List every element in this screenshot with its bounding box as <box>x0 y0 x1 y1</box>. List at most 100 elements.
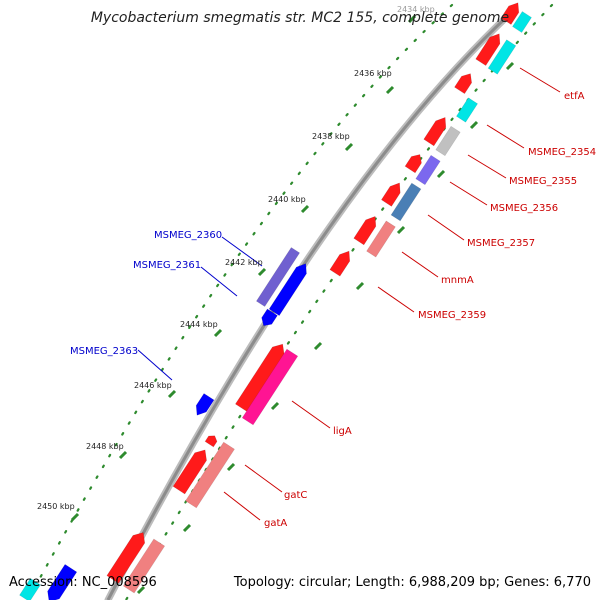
scale-label-2438: 2438 kbp <box>312 132 350 141</box>
gene-block-gatC-shape <box>172 449 207 495</box>
leader-forward-4 <box>427 214 465 241</box>
outer-major-tick-5 <box>313 341 323 351</box>
annot-block-3 <box>455 97 479 123</box>
gene-label-ligA[interactable]: ligA <box>333 426 352 437</box>
scale-label-2446: 2446 kbp <box>134 381 172 390</box>
annot-block-6-shape <box>390 182 422 222</box>
gene-label-gatA[interactable]: gatA <box>264 518 287 529</box>
annot-block-1-shape <box>512 11 532 33</box>
gene-block-msmeg-2360-shape <box>255 247 301 307</box>
scale-label-2436: 2436 kbp <box>354 69 392 78</box>
leader-reverse-1 <box>200 266 238 297</box>
gene-label-msmeg-2354[interactable]: MSMEG_2354 <box>528 147 596 158</box>
scale-label-2444: 2444 kbp <box>180 320 218 329</box>
annot-block-5-shape <box>415 154 441 186</box>
genome-stats: Topology: circular; Length: 6,988,209 bp… <box>233 575 591 590</box>
label-leader-lines <box>137 67 561 521</box>
gene-block-rev-bottom <box>47 563 78 600</box>
annot-block-5 <box>415 154 441 186</box>
leader-forward-9 <box>223 491 261 521</box>
annot-block-7 <box>366 220 396 258</box>
outer-major-tick-0 <box>505 61 515 71</box>
backbone-line <box>106 8 516 600</box>
annot-block-gatA <box>185 441 235 509</box>
leader-forward-0 <box>519 67 561 93</box>
major-tick-4 <box>257 267 267 277</box>
label-text-layer: 2434 kbp 2436 kbp 2438 kbp 2440 kbp 2442… <box>37 5 596 529</box>
leader-forward-8 <box>244 464 283 493</box>
gene-block-msmeg-2360 <box>255 247 301 307</box>
leader-forward-5 <box>401 251 439 278</box>
annot-block-bottom <box>122 538 166 594</box>
gene-block-f3 <box>423 117 447 147</box>
gene-block-f1-shape <box>475 33 501 66</box>
gene-block-f7 <box>329 250 351 277</box>
gene-block-f-bottom-shape <box>106 532 146 584</box>
annot-block-bottom-shape <box>122 538 166 594</box>
gene-block-f-bottom <box>106 532 146 584</box>
annot-block-4-shape <box>435 125 461 157</box>
gene-block-f4-shape <box>404 154 422 174</box>
genome-title: Mycobacterium smegmatis str. MC2 155, co… <box>90 10 510 26</box>
annot-block-corner-shape <box>19 577 41 600</box>
gene-block-rev-bottom-shape <box>47 563 78 600</box>
outer-major-tick-4 <box>355 281 365 291</box>
leader-reverse-0 <box>221 236 263 267</box>
gene-block-small-shape <box>204 435 218 448</box>
gene-block-ligA <box>235 343 285 413</box>
leader-forward-7 <box>291 400 331 429</box>
gene-label-msmeg-2360[interactable]: MSMEG_2360 <box>154 230 222 241</box>
major-tick-2 <box>344 142 354 152</box>
major-tick-8 <box>70 512 80 522</box>
gene-label-msmeg-2356[interactable]: MSMEG_2356 <box>490 203 558 214</box>
gene-block-ligA-shape <box>235 343 285 413</box>
gene-label-msmeg-2361[interactable]: MSMEG_2361 <box>133 260 201 271</box>
gene-block-f2 <box>454 73 472 95</box>
gene-block-top-shape <box>500 2 520 25</box>
annot-block-gatA-shape <box>185 441 235 509</box>
gene-block-top <box>500 2 520 25</box>
gene-block-f6-shape <box>353 216 377 246</box>
outer-major-tick-7 <box>226 462 236 472</box>
gene-block-f2-shape <box>454 73 472 95</box>
outer-major-tick-1 <box>469 120 479 130</box>
annot-block-4 <box>435 125 461 157</box>
gene-block-gatC <box>172 449 207 495</box>
gene-block-f3-shape <box>423 117 447 147</box>
scale-label-2450: 2450 kbp <box>37 502 75 511</box>
backbone-shadow <box>104 6 518 600</box>
gene-block-small-rev <box>261 308 278 327</box>
gene-block-f1 <box>475 33 501 66</box>
gene-block-msmeg-2361 <box>268 263 307 317</box>
gene-block-small <box>204 435 218 448</box>
major-tick-0 <box>407 14 417 24</box>
gene-label-msmeg-2363[interactable]: MSMEG_2363 <box>70 346 138 357</box>
gene-label-etfA[interactable]: etfA <box>564 91 585 102</box>
major-tick-1 <box>385 85 395 95</box>
major-tick-6 <box>167 389 177 399</box>
gene-label-msmeg-2355[interactable]: MSMEG_2355 <box>509 176 577 187</box>
major-tick-3 <box>300 204 310 214</box>
leader-reverse-2 <box>137 349 173 381</box>
tick-track-inner <box>26 3 454 600</box>
gene-label-gatC[interactable]: gatC <box>284 490 307 501</box>
gene-label-mnmA[interactable]: mnmA <box>441 275 474 286</box>
leader-forward-1 <box>486 124 525 149</box>
gene-label-msmeg-2357[interactable]: MSMEG_2357 <box>467 238 535 249</box>
gene-block-f5 <box>381 182 401 207</box>
gene-block-msmeg-2363-shape <box>195 393 215 416</box>
annot-block-7-shape <box>366 220 396 258</box>
annot-block-corner <box>19 577 41 600</box>
scale-label-2442: 2442 kbp <box>225 258 263 267</box>
gene-label-msmeg-2359[interactable]: MSMEG_2359 <box>418 310 486 321</box>
annot-block-1 <box>512 11 532 33</box>
major-tick-5 <box>213 328 223 338</box>
outer-major-tick-6 <box>270 401 280 411</box>
annot-block-2-shape <box>487 39 517 75</box>
major-tick-7 <box>118 450 128 460</box>
gene-block-f7-shape <box>329 250 351 277</box>
gene-block-small-rev-shape <box>261 308 278 327</box>
genome-backbone <box>104 6 518 600</box>
scale-label-2448: 2448 kbp <box>86 442 124 451</box>
